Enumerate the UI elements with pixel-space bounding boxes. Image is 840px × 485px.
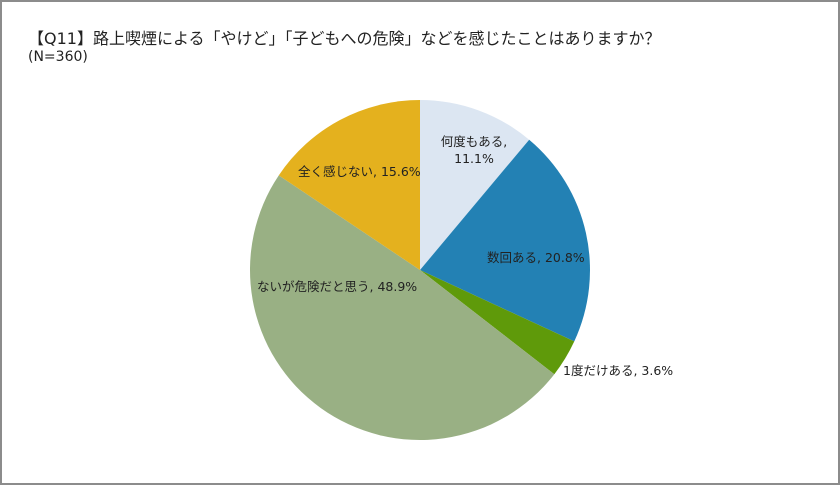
slice-several-times <box>420 139 590 342</box>
label-several-times: 数回ある, 20.8% <box>487 250 585 265</box>
slice-none-but-dangerous <box>249 175 555 441</box>
label-none-but-dangerous: ないが危険だと思う, 48.9% <box>257 279 417 294</box>
pie-slices <box>249 100 590 441</box>
slice-many-times <box>420 100 530 270</box>
label-many-times-line1: 何度もある, <box>441 134 507 149</box>
label-many-times-line2: 11.1% <box>454 151 494 166</box>
label-once: 1度だけある, 3.6% <box>563 363 673 378</box>
chart-title: 【Q11】路上喫煙による「やけど」「子どもへの危険」などを感じたことはありますか… <box>28 29 661 48</box>
slice-never <box>278 100 420 270</box>
chart-subtitle: (N=360) <box>28 49 88 65</box>
label-never: 全く感じない, 15.6% <box>298 164 421 179</box>
data-labels: 何度もある, 11.1% 数回ある, 20.8% 1度だけある, 3.6% ない… <box>257 134 673 378</box>
slice-once <box>420 270 575 375</box>
